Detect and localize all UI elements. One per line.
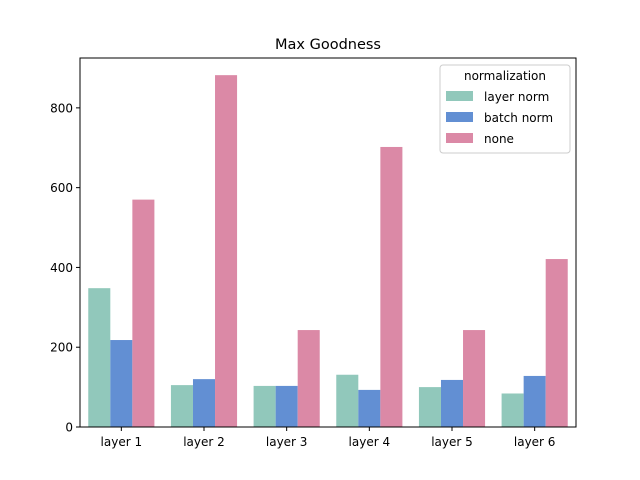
bar-batch-norm-layer-5 [440,379,464,427]
bar-batch-norm-layer-1 [110,340,133,427]
bar-layer-norm-layer-3 [253,385,276,427]
legend-swatch [446,133,473,143]
legend-label: none [484,132,514,146]
bar-none-layer-2 [215,75,238,428]
bar-batch-norm-layer-6 [523,375,546,427]
bar-layer-norm-layer-5 [418,387,441,427]
bar-batch-norm-layer-3 [275,385,298,427]
legend: normalization layer norm batch norm none [439,64,571,154]
bar-none-layer-6 [545,259,568,427]
x-tick-label: layer 6 [514,435,556,449]
x-tick-label: layer 1 [101,435,143,449]
bar-layer-norm-layer-6 [501,393,524,427]
legend-label: batch norm [484,111,553,125]
bar-layer-norm-layer-2 [170,385,193,427]
x-tick-label: layer 5 [431,435,473,449]
y-axis: 0 200 400 600 800 [50,101,80,435]
chart-title: Max Goodness [275,37,381,53]
legend-swatch [446,91,473,101]
legend-label: layer norm [484,90,549,104]
x-tick-label: layer 4 [349,435,391,449]
y-tick-label: 0 [65,421,73,435]
legend-entries: layer norm batch norm none [446,90,553,146]
x-tick-label: layer 2 [183,435,225,449]
bar-layer-norm-layer-4 [336,374,359,427]
y-tick-label: 400 [50,261,73,275]
plot-frame [79,57,577,428]
bar-batch-norm-layer-2 [192,379,216,427]
y-tick-label: 600 [50,181,73,195]
legend-swatch [446,112,473,122]
bar-none-layer-1 [132,199,155,427]
legend-title: normalization [464,69,546,83]
x-axis: layer 1 layer 2 layer 3 layer 4 layer 5 layer… [101,427,556,449]
bar-none-layer-3 [297,330,320,427]
y-tick-label: 800 [50,101,73,115]
y-tick-label: 200 [50,341,73,355]
bar-none-layer-5 [463,330,486,427]
bar-none-layer-4 [380,146,403,427]
legend-box [439,64,571,154]
bars-group [88,75,568,428]
bar-batch-norm-layer-4 [358,389,381,427]
bar-layer-norm-layer-1 [88,288,111,427]
x-tick-label: layer 3 [266,435,308,449]
